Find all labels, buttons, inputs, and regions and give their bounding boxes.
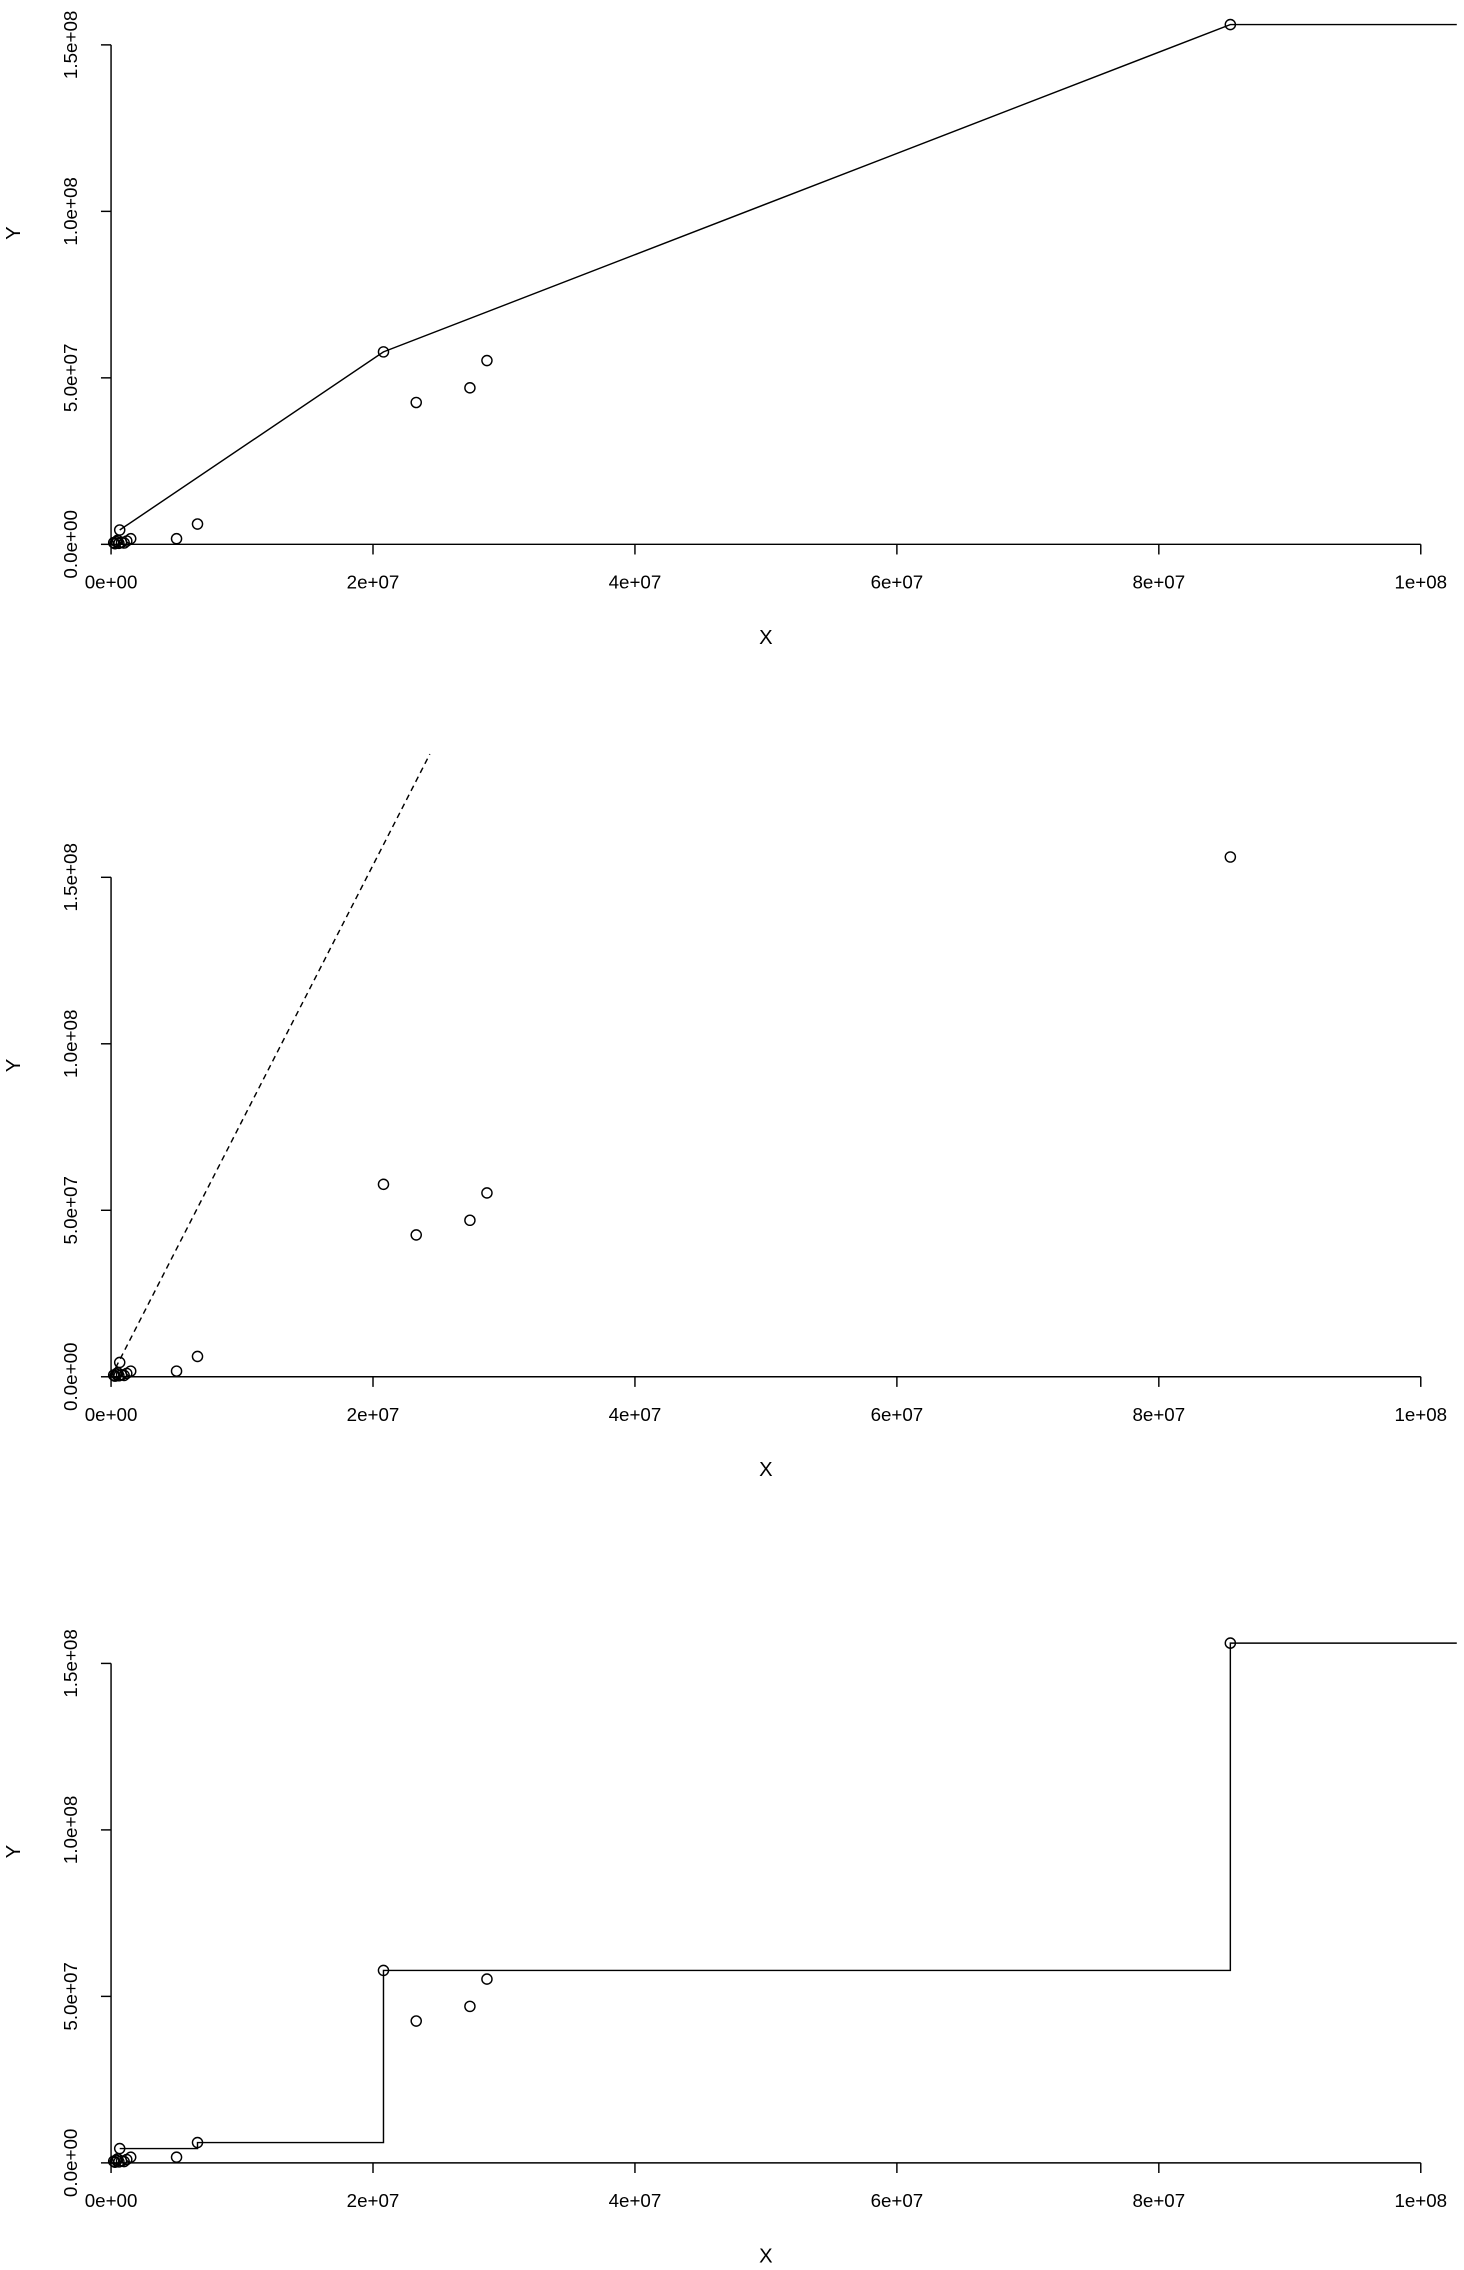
- y-tick-label: 0.0e+00: [60, 510, 81, 578]
- x-tick-label: 8e+07: [1133, 571, 1186, 592]
- x-tick-label: 6e+07: [871, 2190, 924, 2211]
- x-tick-label: 6e+07: [871, 1404, 924, 1425]
- point: [109, 2156, 121, 2168]
- point: [481, 1187, 493, 1199]
- y-tick-label: 1.5e+08: [60, 11, 81, 79]
- y-tick-label: 1.5e+08: [60, 843, 81, 911]
- point: [170, 532, 183, 545]
- chart-panel: 0e+00 2e+07 4e+07 6e+07 8e+07 1e+08 0.0e+00 5.0…: [3, 1629, 1457, 2267]
- x-tick-label: 6e+07: [871, 571, 924, 592]
- point: [191, 518, 204, 530]
- x-tick-label: 4e+07: [609, 2190, 662, 2211]
- x-axis-label: X: [759, 2245, 773, 2267]
- point: [118, 2155, 130, 2168]
- point: [109, 537, 121, 550]
- point: [377, 1964, 390, 1977]
- y-tick-label: 5.0e+07: [60, 1962, 81, 2030]
- fit-line: [119, 23, 1457, 531]
- y-tick-label: 0.0e+00: [60, 1343, 81, 1411]
- point: [377, 1178, 390, 1191]
- point: [170, 2151, 183, 2164]
- x-tick-label: 1e+08: [1394, 1404, 1447, 1425]
- point: [191, 2136, 204, 2149]
- point: [111, 534, 124, 547]
- point: [481, 1973, 493, 1985]
- y-tick-label: 0.0e+00: [60, 2129, 81, 2197]
- x-axis-label: X: [759, 627, 773, 649]
- point: [481, 354, 493, 367]
- chart-panel: 0e+00 2e+07 4e+07 6e+07 8e+07 1e+08 0.0e+00 5.0…: [3, 753, 1447, 1481]
- x-tick-label: 2e+07: [347, 2190, 400, 2211]
- x-tick-label: 4e+07: [609, 571, 662, 592]
- y-axis-label: Y: [3, 226, 25, 240]
- x-axis-label: X: [759, 1459, 773, 1481]
- point: [121, 1367, 133, 1380]
- point: [118, 537, 130, 549]
- point: [464, 382, 476, 394]
- point: [118, 1369, 130, 1382]
- point: [464, 2000, 476, 2013]
- chart-panel: 0e+00 2e+07 4e+07 6e+07 8e+07 1e+08 0.0e+00 5.0…: [3, 11, 1457, 649]
- y-axis-label: Y: [3, 1058, 25, 1072]
- point: [1224, 851, 1237, 863]
- x-tick-label: 1e+08: [1394, 571, 1447, 592]
- x-tick-label: 0e+00: [85, 1404, 138, 1425]
- point: [121, 2153, 133, 2166]
- point: [410, 396, 422, 409]
- y-axis-label: Y: [3, 1844, 25, 1858]
- x-tick-label: 8e+07: [1133, 1404, 1186, 1425]
- point: [191, 1350, 204, 1363]
- y-tick-label: 5.0e+07: [60, 344, 81, 412]
- point: [111, 1366, 124, 1379]
- y-tick-label: 1.0e+08: [60, 177, 81, 245]
- point: [410, 1229, 422, 1241]
- x-tick-label: 0e+00: [85, 2190, 138, 2211]
- point: [113, 1356, 126, 1369]
- fit-line: [110, 753, 431, 1378]
- point: [377, 346, 390, 358]
- point: [111, 2153, 124, 2165]
- x-tick-label: 2e+07: [347, 571, 400, 592]
- x-tick-label: 2e+07: [347, 1404, 400, 1425]
- fit-line: [119, 1642, 1457, 2150]
- point: [170, 1365, 183, 1377]
- x-tick-label: 8e+07: [1133, 2190, 1186, 2211]
- y-tick-label: 1.5e+08: [60, 1629, 81, 1697]
- point: [410, 2015, 422, 2027]
- x-tick-label: 4e+07: [609, 1404, 662, 1425]
- point: [1224, 18, 1237, 31]
- point: [121, 535, 133, 547]
- point: [1224, 1637, 1237, 1649]
- y-tick-label: 1.0e+08: [60, 1010, 81, 1078]
- y-tick-label: 5.0e+07: [60, 1176, 81, 1244]
- x-tick-label: 0e+00: [85, 571, 138, 592]
- y-tick-label: 1.0e+08: [60, 1796, 81, 1864]
- point: [109, 1370, 121, 1382]
- point: [464, 1214, 476, 1227]
- x-tick-label: 1e+08: [1394, 2190, 1447, 2211]
